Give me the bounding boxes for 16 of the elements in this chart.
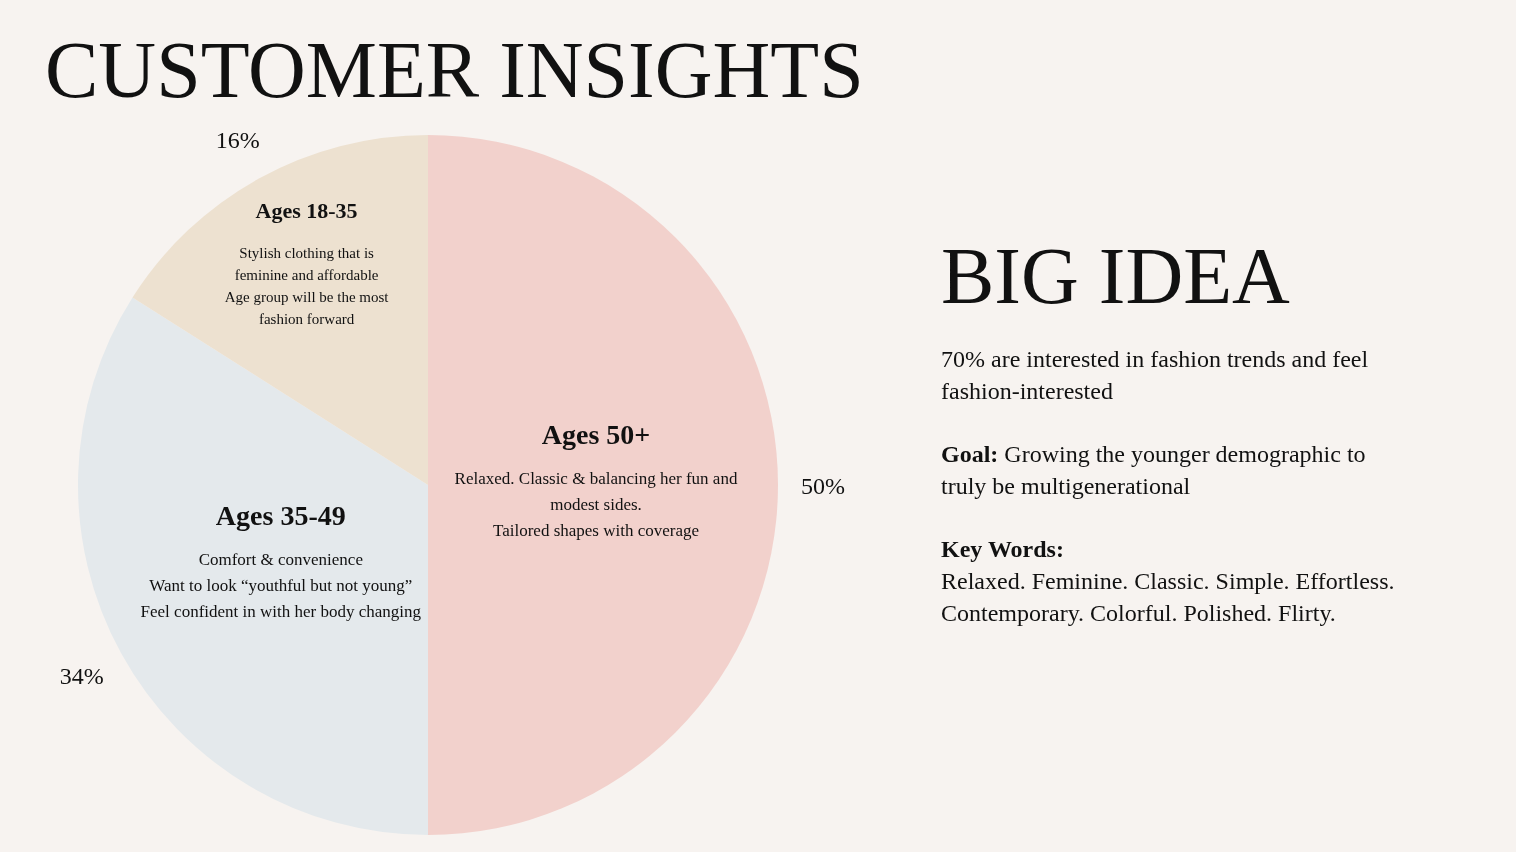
- pie-slice: [132, 135, 428, 485]
- text: BIG IDEA: [941, 232, 1291, 320]
- text: Relaxed. Classic & balancing her fun and modest sides. Tailored shapes with coverage: [454, 469, 738, 540]
- slice-label: Ages 35-49: [215, 499, 346, 531]
- pie-slice: [428, 135, 778, 835]
- text: Key Words: Relaxed. Feminine. Classic. Simple. Effortless. Contemporary. Colorful. Polished. Flirty.: [941, 536, 1395, 626]
- text: Stylish clothing that is feminine and affordable Age group will be the most fashion forward: [224, 245, 390, 328]
- text: Comfort & convenience Want to look “youthful but not young” Feel confident in with her body changing: [140, 549, 422, 621]
- slice-label: Ages 50+: [541, 419, 651, 450]
- chart-title: CUSTOMER INSIGHTS: [45, 26, 864, 114]
- data-label: 16%: [215, 126, 260, 153]
- text: 70% are interested in fashion trends and feel fashion-interested: [941, 346, 1369, 404]
- text: Goal: Growing the younger demographic to truly be multigenerational: [941, 441, 1366, 499]
- slice-label: Ages 18-35: [255, 198, 358, 224]
- data-label: 34%: [59, 663, 104, 690]
- data-label: 50%: [801, 473, 845, 499]
